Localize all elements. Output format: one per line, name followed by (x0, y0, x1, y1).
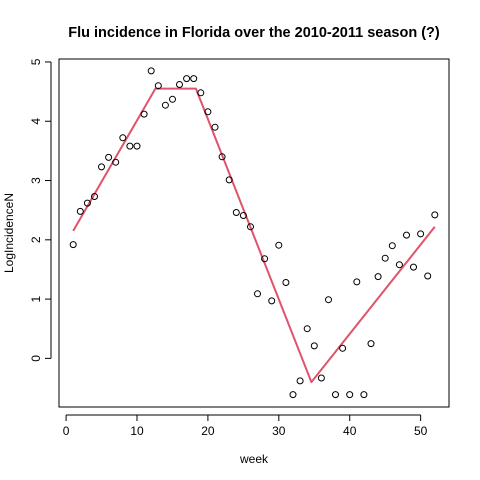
data-point (197, 89, 205, 97)
data-point (176, 81, 183, 88)
data-point (395, 261, 403, 269)
data-point (410, 263, 417, 271)
data-point (275, 241, 283, 249)
chart-title: Flu incidence in Florida over the 2010-2… (68, 25, 440, 41)
data-point (381, 254, 389, 262)
data-point (147, 67, 155, 75)
y-axis: 0 1 2 3 4 5 (29, 58, 52, 362)
x-tick-label: 50 (414, 424, 428, 438)
data-point (261, 255, 269, 263)
points-layer (69, 67, 439, 399)
data-point (431, 211, 439, 219)
data-point (211, 123, 219, 131)
data-point (374, 273, 382, 281)
data-point (388, 242, 396, 250)
data-point (346, 391, 354, 399)
data-point (424, 272, 432, 280)
data-point (69, 241, 77, 249)
data-point (190, 75, 198, 83)
y-tick-label: 3 (29, 177, 43, 184)
data-point (325, 296, 332, 304)
data-point (105, 153, 113, 161)
data-point (204, 108, 212, 116)
data-point (232, 209, 240, 216)
data-point (112, 158, 120, 166)
data-point (126, 142, 134, 150)
data-point (303, 325, 311, 333)
y-axis-label: LogIncidenceN (2, 193, 16, 273)
data-point (367, 340, 375, 348)
data-point (91, 193, 98, 200)
data-point (317, 374, 325, 382)
data-point (282, 279, 290, 286)
data-point (154, 82, 162, 90)
data-point (169, 95, 176, 103)
data-point (254, 290, 261, 298)
x-tick-label: 20 (201, 424, 215, 438)
data-point (339, 344, 347, 352)
data-point (403, 231, 410, 239)
data-point (296, 377, 304, 385)
y-tick-label: 0 (29, 355, 43, 362)
data-point (310, 342, 318, 350)
data-point (83, 199, 91, 207)
data-point (289, 391, 297, 399)
data-point (119, 134, 127, 142)
x-axis: 0 10 20 30 40 50 (63, 414, 428, 438)
data-point (161, 101, 169, 109)
x-axis-label: week (239, 452, 269, 466)
data-point (218, 153, 226, 161)
data-point (98, 163, 105, 171)
data-point (417, 230, 425, 238)
plot-frame (58, 58, 450, 408)
data-point (360, 391, 368, 399)
data-point (76, 207, 84, 215)
data-point (332, 391, 339, 399)
data-point (268, 297, 276, 305)
y-tick-label: 4 (29, 118, 43, 125)
fit-line (72, 87, 436, 384)
data-point (247, 223, 254, 231)
x-tick-label: 0 (63, 424, 70, 438)
data-point (225, 176, 233, 184)
y-tick-label: 1 (29, 295, 43, 302)
data-point (140, 110, 148, 118)
x-tick-label: 10 (130, 424, 144, 438)
fit-line-layer (72, 87, 436, 384)
data-point (183, 75, 191, 83)
x-tick-label: 40 (343, 424, 357, 438)
data-point (133, 142, 141, 150)
data-point (353, 278, 361, 286)
data-point (239, 212, 247, 219)
y-tick-label: 2 (29, 236, 43, 243)
x-tick-label: 30 (272, 424, 286, 438)
y-tick-label: 5 (29, 58, 43, 65)
